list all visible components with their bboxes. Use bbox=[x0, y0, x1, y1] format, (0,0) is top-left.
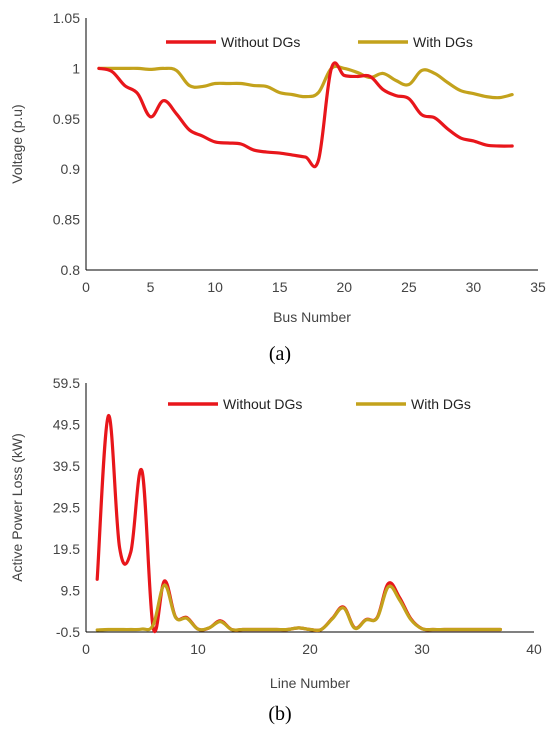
x-axis-title: Line Number bbox=[270, 675, 350, 691]
x-tick-label: 0 bbox=[82, 641, 90, 657]
x-tick-label: 15 bbox=[272, 279, 288, 295]
x-tick-label: 5 bbox=[147, 279, 155, 295]
x-tick-label: 10 bbox=[207, 279, 223, 295]
x-tick-label: 20 bbox=[336, 279, 352, 295]
y-tick-label: 0.95 bbox=[53, 111, 80, 127]
x-tick-label: 20 bbox=[302, 641, 318, 657]
y-tick-label: 0.9 bbox=[61, 161, 81, 177]
y-tick-label: 9.5 bbox=[61, 583, 81, 599]
y-axis-title: Voltage (p.u) bbox=[9, 104, 25, 183]
x-tick-label: 30 bbox=[414, 641, 430, 657]
x-tick-label: 40 bbox=[526, 641, 542, 657]
y-tick-label: 0.85 bbox=[53, 212, 80, 228]
legend-label-with-dgs: With DGs bbox=[413, 34, 473, 50]
y-tick-label: 1 bbox=[72, 60, 80, 76]
figure-caption: (a) bbox=[269, 343, 291, 365]
x-tick-label: 0 bbox=[82, 279, 90, 295]
x-tick-label: 10 bbox=[190, 641, 206, 657]
series-line-with-dgs bbox=[95, 583, 502, 633]
x-tick-label: 30 bbox=[466, 279, 482, 295]
x-tick-label: 35 bbox=[530, 279, 546, 295]
series-line-with-dgs bbox=[97, 64, 514, 100]
y-tick-label: 39.5 bbox=[53, 458, 80, 474]
figure-caption: (b) bbox=[268, 703, 291, 725]
x-axis-title: Bus Number bbox=[273, 309, 351, 325]
power-loss-chart: -0.5 9.5 19.5 29.5 39.5 49.5 59.5 0 10 20 30 40 Line… bbox=[9, 375, 542, 725]
y-tick-label: 59.5 bbox=[53, 375, 80, 391]
y-tick-label: 1.05 bbox=[53, 10, 80, 26]
legend-label-without-dgs: Without DGs bbox=[223, 396, 302, 412]
y-axis-title: Active Power Loss (kW) bbox=[9, 433, 25, 582]
y-tick-label: 0.8 bbox=[61, 262, 81, 278]
y-tick-label: 49.5 bbox=[53, 417, 80, 433]
y-tick-label: 19.5 bbox=[53, 541, 80, 557]
series-line-without-dgs bbox=[95, 414, 502, 634]
y-tick-label: -0.5 bbox=[56, 624, 80, 640]
voltage-chart: 0.8 0.85 0.9 0.95 1 1.05 0 5 10 15 20 25 30 35 Bus Num… bbox=[9, 10, 546, 365]
series-line-without-dgs bbox=[97, 61, 514, 169]
x-tick-label: 25 bbox=[401, 279, 417, 295]
legend-label-without-dgs: Without DGs bbox=[221, 34, 300, 50]
legend-label-with-dgs: With DGs bbox=[411, 396, 471, 412]
y-tick-label: 29.5 bbox=[53, 500, 80, 516]
